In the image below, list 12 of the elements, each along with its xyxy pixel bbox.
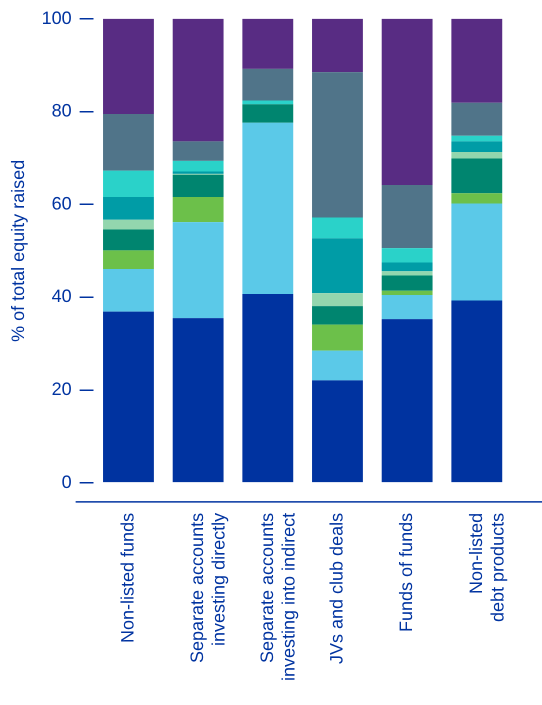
y-tick-label: 20 (52, 379, 72, 400)
y-axis-title: % of total equity raised (8, 160, 28, 342)
y-tick-label: 40 (52, 286, 72, 306)
x-tick-label: Non-listed funds (117, 512, 138, 643)
y-tick-label: 60 (52, 193, 72, 214)
y-tick-label: 80 (52, 100, 72, 121)
x-tick-label: JVs and club deals (326, 512, 346, 664)
y-tick-label: 0 (62, 472, 72, 492)
y-tick-label: 100 (42, 8, 72, 28)
x-tick-label: Funds of funds (396, 512, 416, 632)
x-tick-label: Separate accounts investing directly (187, 512, 229, 664)
x-tick-label: Non-listed debt products (466, 512, 508, 622)
